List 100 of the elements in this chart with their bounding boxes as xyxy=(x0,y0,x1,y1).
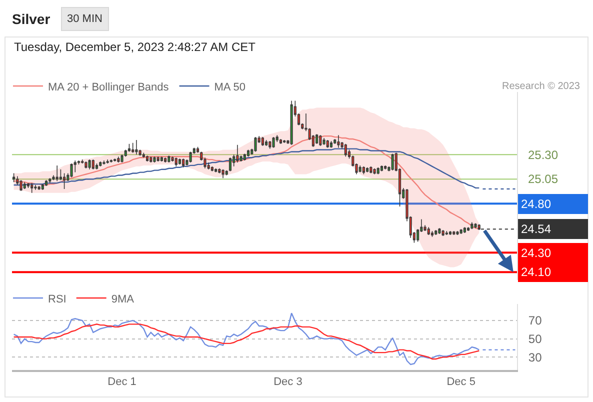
candlestick xyxy=(334,138,336,144)
candlestick xyxy=(99,161,102,167)
candlestick xyxy=(236,144,239,163)
ref-line-label: 25.30 xyxy=(528,148,558,162)
candlestick xyxy=(261,136,264,146)
text: Research © 2023 xyxy=(502,81,580,92)
candlestick xyxy=(362,166,365,175)
candlestick xyxy=(448,230,452,236)
candlestick xyxy=(243,153,246,161)
ref-line-label: 25.05 xyxy=(528,172,558,186)
candlestick xyxy=(30,182,34,194)
legend-label: 9MA xyxy=(111,293,135,306)
candlestick xyxy=(438,228,441,234)
candlestick xyxy=(128,144,131,152)
candlestick xyxy=(120,154,124,163)
candlestick xyxy=(380,165,384,172)
candlestick xyxy=(474,222,477,228)
candlestick xyxy=(23,182,26,190)
ref-line-label: 24.54 xyxy=(521,222,552,236)
candlestick xyxy=(117,156,120,163)
candlestick xyxy=(48,178,52,184)
candlestick xyxy=(442,230,444,236)
candlestick xyxy=(150,156,152,163)
line-series xyxy=(13,312,480,366)
candlestick xyxy=(316,134,318,144)
candlestick xyxy=(74,160,76,173)
x-tick-label: Dec 3 xyxy=(274,376,302,388)
candlestick xyxy=(366,167,369,173)
y-tick-label: 30 xyxy=(528,350,542,364)
ref-line-label: 24.10 xyxy=(521,265,552,279)
legend-label: MA 20 + Bollinger Bands xyxy=(48,81,170,94)
candlestick xyxy=(95,163,98,170)
candlestick xyxy=(178,158,182,165)
candlestick xyxy=(146,155,149,162)
legend-label: MA 50 xyxy=(214,81,246,94)
candlestick xyxy=(102,160,106,165)
candlestick xyxy=(70,163,73,178)
candlestick xyxy=(430,230,434,238)
candlestick xyxy=(391,153,394,171)
candlestick xyxy=(272,136,275,148)
candlestick xyxy=(246,149,250,158)
candlestick xyxy=(41,184,44,190)
candlestick xyxy=(265,140,268,146)
candlestick xyxy=(88,159,91,170)
candlestick xyxy=(228,157,232,172)
candlestick xyxy=(34,184,37,190)
candlestick xyxy=(84,161,88,169)
candlestick xyxy=(434,230,438,236)
candlestick xyxy=(460,228,462,234)
candlestick xyxy=(189,151,192,163)
candlestick xyxy=(164,157,167,163)
candlestick xyxy=(222,168,224,179)
candlestick xyxy=(218,168,221,174)
candlestick xyxy=(174,157,178,167)
candlestick xyxy=(182,158,185,168)
candlestick xyxy=(56,165,58,182)
candlestick xyxy=(330,140,333,148)
y-tick-label: 50 xyxy=(528,332,542,346)
legend-label: RSI xyxy=(48,293,66,306)
candlestick xyxy=(20,180,22,192)
chart-subtitle: Tuesday, December 5, 2023 2:48:27 AM CET xyxy=(14,40,256,54)
candlestick xyxy=(160,156,163,162)
candlestick xyxy=(283,140,286,144)
candlestick xyxy=(337,134,340,148)
candlestick xyxy=(196,146,200,154)
ref-line-label: 24.80 xyxy=(521,197,552,211)
candlestick xyxy=(156,156,160,162)
candlestick xyxy=(254,136,257,152)
candlestick xyxy=(44,180,48,186)
candlestick xyxy=(373,168,376,175)
y-tick-label: 70 xyxy=(528,314,542,328)
candlestick xyxy=(344,144,347,158)
candlestick xyxy=(63,172,66,190)
candlestick xyxy=(456,230,459,236)
candlestick xyxy=(92,159,94,170)
candlestick xyxy=(268,140,272,150)
candlestick xyxy=(279,138,282,144)
candlestick xyxy=(326,140,329,148)
candlestick xyxy=(210,166,214,172)
text: 30 MIN xyxy=(67,13,103,25)
candlestick xyxy=(153,156,156,163)
candlestick xyxy=(135,140,138,156)
candlestick xyxy=(376,167,380,175)
candlestick xyxy=(12,172,16,182)
candlestick xyxy=(358,165,362,173)
candlestick xyxy=(168,155,170,163)
candlestick xyxy=(132,142,134,154)
candlestick xyxy=(142,152,145,158)
x-tick-label: Dec 5 xyxy=(446,376,476,388)
candlestick xyxy=(290,100,293,146)
ref-line-label: 24.30 xyxy=(521,246,552,260)
candlestick xyxy=(470,222,474,230)
candlestick xyxy=(322,138,326,146)
x-tick-label: Dec 1 xyxy=(108,376,136,388)
chart-title: Silver xyxy=(12,10,51,27)
candlestick xyxy=(463,226,466,234)
candlestick xyxy=(319,134,322,146)
candlestick xyxy=(225,170,228,176)
candlestick xyxy=(427,226,430,236)
line-series xyxy=(13,324,480,360)
